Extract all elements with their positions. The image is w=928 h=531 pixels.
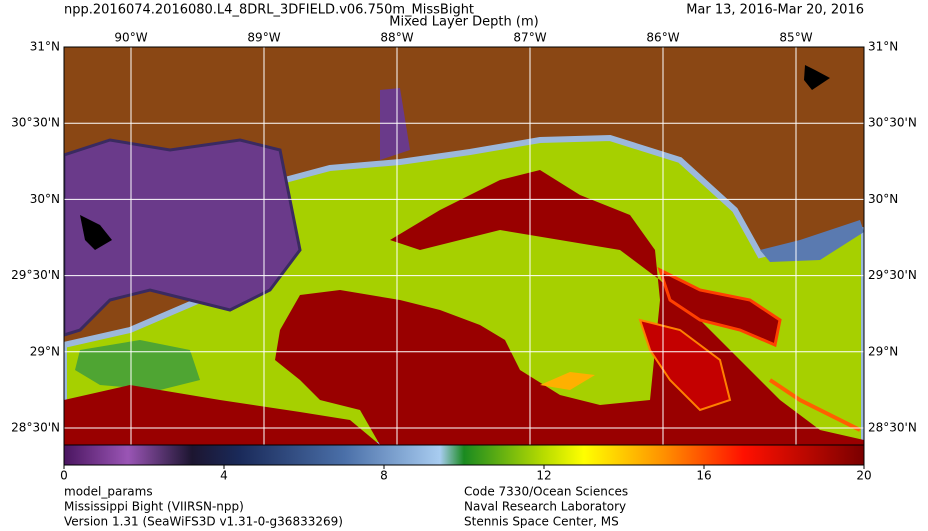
lat-label-left: 31°N [30,40,60,54]
variable-title: Mixed Layer Depth (m) [389,15,538,30]
colorbar-tick-label: 8 [380,469,388,483]
footer-left-3: Version 1.31 (SeaWiFS3D v1.31-0-g3683326… [64,515,343,529]
lat-label-left: 29°30'N [11,268,60,282]
colorbar-tick-label: 4 [220,469,228,483]
lon-label: 88°W [380,31,413,45]
map [64,47,864,445]
lat-label-left: 29°N [30,344,60,358]
lat-label-right: 30°30'N [868,116,917,130]
lat-label-left: 28°30'N [11,421,60,435]
lon-label: 89°W [247,31,280,45]
lon-label: 87°W [513,31,546,45]
lat-label-left: 30°N [30,192,60,206]
footer-right-3: Stennis Space Center, MS [464,515,619,529]
colorbar-tick-label: 16 [696,469,711,483]
colorbar-tick-label: 12 [536,469,551,483]
lon-label: 85°W [779,31,812,45]
colorbar-tick-label: 0 [60,469,68,483]
footer-right-1: Code 7330/Ocean Sciences [464,485,628,499]
date-range: Mar 13, 2016-Mar 20, 2016 [686,3,864,18]
lat-label-right: 28°30'N [868,421,917,435]
lat-label-right: 31°N [868,40,898,54]
file-title: npp.2016074.2016080.L4_8DRL_3DFIELD.v06.… [64,3,474,18]
lon-label: 86°W [646,31,679,45]
footer-left-2: Mississippi Bight (VIIRSN-npp) [64,500,244,514]
colorbar-tick-label: 20 [856,469,871,483]
lat-label-right: 30°N [868,192,898,206]
footer-left-1: model_params [64,485,153,499]
lat-label-right: 29°30'N [868,268,917,282]
lat-label-right: 29°N [868,344,898,358]
lat-label-left: 30°30'N [11,116,60,130]
lon-label: 90°W [114,31,147,45]
colorbar [63,444,865,466]
footer-right-2: Naval Research Laboratory [464,500,626,514]
